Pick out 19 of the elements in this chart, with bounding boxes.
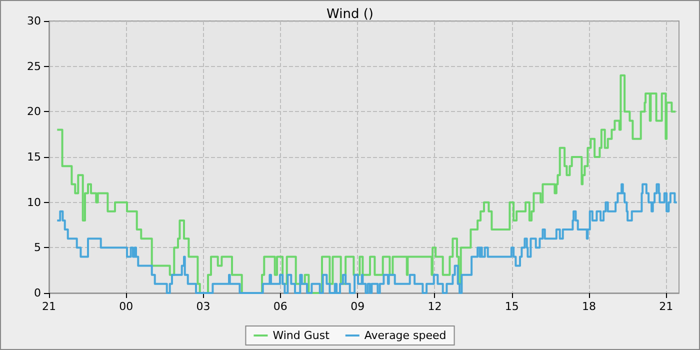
x-tick-label: 21 [659, 300, 674, 313]
x-tick-label: 00 [119, 300, 134, 313]
chart-title: Wind () [326, 7, 374, 22]
y-tick-label: 25 [27, 60, 41, 73]
x-tick-label: 15 [504, 300, 519, 313]
x-tick-label: 06 [273, 300, 288, 313]
legend-label: Wind Gust [272, 329, 330, 342]
y-tick-label: 10 [27, 196, 41, 209]
x-tick-label: 03 [196, 300, 210, 313]
y-tick-label: 30 [27, 14, 41, 28]
y-tick-label: 15 [27, 150, 41, 164]
y-tick-label: 0 [34, 286, 41, 300]
x-tick-label: 09 [350, 300, 365, 313]
y-tick-label: 20 [27, 105, 41, 118]
x-tick-label: 21 [42, 300, 56, 313]
legend-label: Average speed [364, 329, 446, 342]
y-tick-label: 5 [34, 241, 41, 254]
x-tick-label: 18 [582, 300, 596, 313]
x-tick-label: 12 [428, 300, 442, 313]
